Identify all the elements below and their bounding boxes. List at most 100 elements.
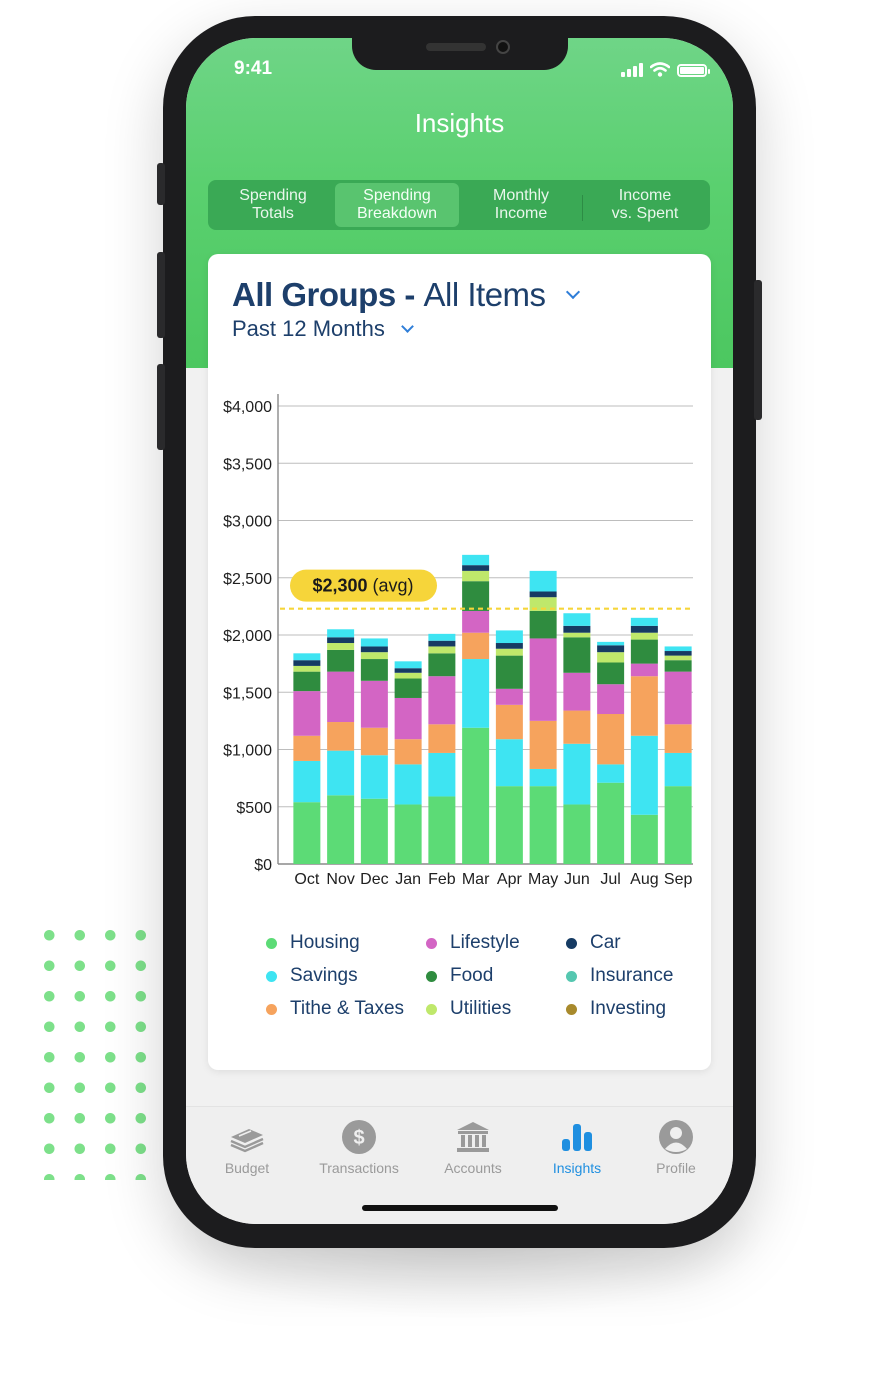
- tab-label: Budget: [224, 1160, 270, 1176]
- legend-swatch: [266, 1003, 277, 1015]
- y-tick-label: $4,000: [223, 399, 272, 416]
- segment-label: Spending Breakdown: [356, 187, 438, 222]
- bar-segment: [664, 660, 692, 672]
- legend-swatch: [566, 937, 577, 949]
- status-icons: [621, 62, 710, 77]
- legend-swatch: [566, 1003, 577, 1015]
- bar-segment: [327, 649, 355, 672]
- bar-segment: [360, 638, 388, 647]
- bar-segment: [327, 671, 355, 723]
- segment-divider: [582, 195, 583, 221]
- segment-label: Income vs. Spent: [611, 187, 679, 222]
- bar-segment: [360, 680, 388, 728]
- bar-segment: [394, 697, 422, 740]
- bar-segment: [563, 672, 591, 711]
- bar-segment: [360, 646, 388, 653]
- tab-transactions[interactable]: $ Transactions: [304, 1119, 414, 1176]
- bar-segment: [462, 581, 490, 611]
- y-tick-label: $0: [254, 857, 272, 874]
- bar-segment: [664, 786, 692, 864]
- tab-insights[interactable]: Insights: [522, 1119, 632, 1176]
- bar-segment: [495, 648, 523, 656]
- legend-swatch: [266, 970, 277, 982]
- bar-segment: [664, 651, 692, 656]
- bar-segment: [360, 755, 388, 799]
- tab-budget[interactable]: Budget: [192, 1119, 302, 1176]
- bar-segment: [597, 662, 625, 685]
- tab-profile[interactable]: Profile: [621, 1119, 731, 1176]
- y-tick-label: $3,000: [223, 514, 272, 531]
- bar-segment: [327, 629, 355, 638]
- bar-segment: [630, 617, 658, 626]
- bar-segment: [394, 672, 422, 679]
- bar-segment: [360, 659, 388, 681]
- legend-item: Lifestyle: [426, 932, 566, 954]
- bar-segment: [597, 714, 625, 765]
- battery-icon: [677, 64, 710, 77]
- legend-label: Insurance: [590, 965, 674, 986]
- bar-segment: [630, 663, 658, 677]
- bar-segment: [462, 554, 490, 566]
- legend-label: Lifestyle: [450, 932, 520, 953]
- group-item-selector[interactable]: All Groups - All Items: [232, 276, 580, 314]
- mute-switch: [157, 163, 165, 205]
- bar-segment: [394, 804, 422, 864]
- segment-label: Spending Totals: [239, 187, 307, 222]
- bar-segment: [597, 652, 625, 663]
- bar-segment: [630, 814, 658, 864]
- bar-segment: [529, 768, 557, 787]
- bottom-tab-bar: Budget $ Transactions: [186, 1106, 733, 1224]
- bar-segment: [597, 782, 625, 864]
- legend-swatch: [266, 937, 277, 949]
- y-tick-label: $3,500: [223, 456, 272, 473]
- legend-item: Car: [566, 932, 686, 954]
- bar-segment: [293, 735, 321, 761]
- bar-segment: [327, 722, 355, 751]
- bar-segment: [563, 613, 591, 626]
- bar-segment: [428, 752, 456, 797]
- legend-label: Housing: [290, 932, 360, 953]
- chevron-down-icon: [401, 319, 414, 333]
- bar-segment: [495, 786, 523, 864]
- bar-segment: [529, 597, 557, 611]
- bar-segment: [563, 625, 591, 633]
- bar-segment: [529, 786, 557, 864]
- x-tick-label: Aug: [630, 871, 658, 888]
- bar-segment: [597, 684, 625, 715]
- volume-down-button: [157, 364, 165, 450]
- legend-swatch: [566, 970, 577, 982]
- bar-segment: [630, 676, 658, 736]
- insights-segmented-control: Spending Totals Spending Breakdown Month…: [208, 180, 710, 230]
- group-label: All Groups -: [232, 276, 415, 313]
- bar-segment: [360, 798, 388, 864]
- bar-segment: [664, 671, 692, 725]
- camera: [496, 40, 510, 54]
- average-badge: [290, 569, 437, 602]
- segment-spending-totals[interactable]: Spending Totals: [211, 183, 335, 227]
- y-tick-label: $500: [236, 800, 272, 817]
- bar-segment: [293, 671, 321, 692]
- bar-segment: [360, 727, 388, 756]
- screen-title: Insights: [414, 108, 505, 138]
- bar-segment: [293, 660, 321, 666]
- bar-segment: [327, 637, 355, 644]
- legend-label: Savings: [290, 965, 358, 986]
- bar-segment: [495, 704, 523, 740]
- chart-legend: Housing Lifestyle Car Savings Food Insurance T…: [266, 932, 686, 1020]
- tab-accounts[interactable]: Accounts: [418, 1119, 528, 1176]
- segment-monthly-income[interactable]: Monthly Income: [459, 183, 583, 227]
- x-tick-label: Sep: [664, 871, 693, 888]
- legend-item: Food: [426, 965, 566, 987]
- decorative-dots: [34, 920, 174, 1180]
- segment-spending-breakdown[interactable]: Spending Breakdown: [335, 183, 459, 227]
- volume-up-button: [157, 252, 165, 338]
- x-tick-label: Feb: [428, 871, 456, 888]
- bar-segment: [630, 625, 658, 633]
- segment-income-vs-spent[interactable]: Income vs. Spent: [582, 183, 707, 227]
- bar-segment: [462, 632, 490, 660]
- bar-segment: [664, 646, 692, 652]
- period-selector[interactable]: Past 12 Months: [232, 316, 414, 342]
- bar-segment: [428, 724, 456, 753]
- bar-segment: [563, 632, 591, 638]
- bank-icon: [457, 1122, 489, 1152]
